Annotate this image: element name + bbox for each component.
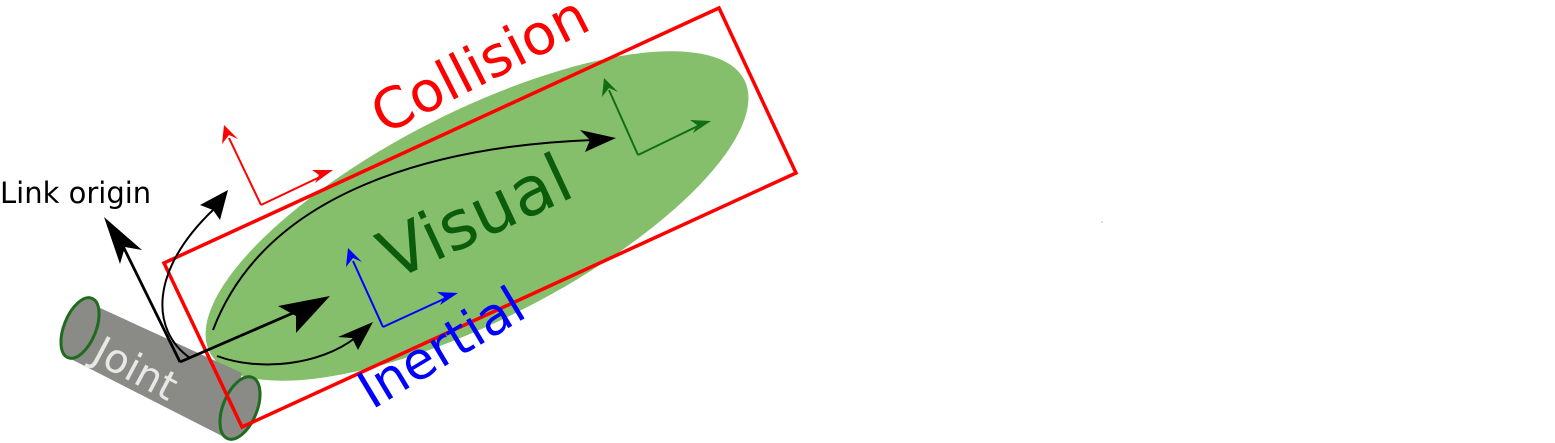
- inertial-frame: [346, 248, 458, 328]
- collision-frame: [222, 125, 333, 206]
- link-origin-label: Link origin: [0, 176, 151, 210]
- arrow-to-visual: [212, 139, 594, 331]
- arrow-to-collision: [161, 209, 214, 359]
- stray-dot: [1101, 221, 1103, 223]
- joint-cylinder-back-cap: [59, 296, 101, 360]
- visual-geometry-ellipse: [205, 51, 749, 381]
- link-origin-frame: [104, 217, 330, 364]
- origin-transform-arrows: [161, 130, 616, 366]
- arrow-to-inertial: [216, 337, 356, 366]
- visual-frame: [602, 78, 711, 156]
- collision-box: [161, 5, 799, 430]
